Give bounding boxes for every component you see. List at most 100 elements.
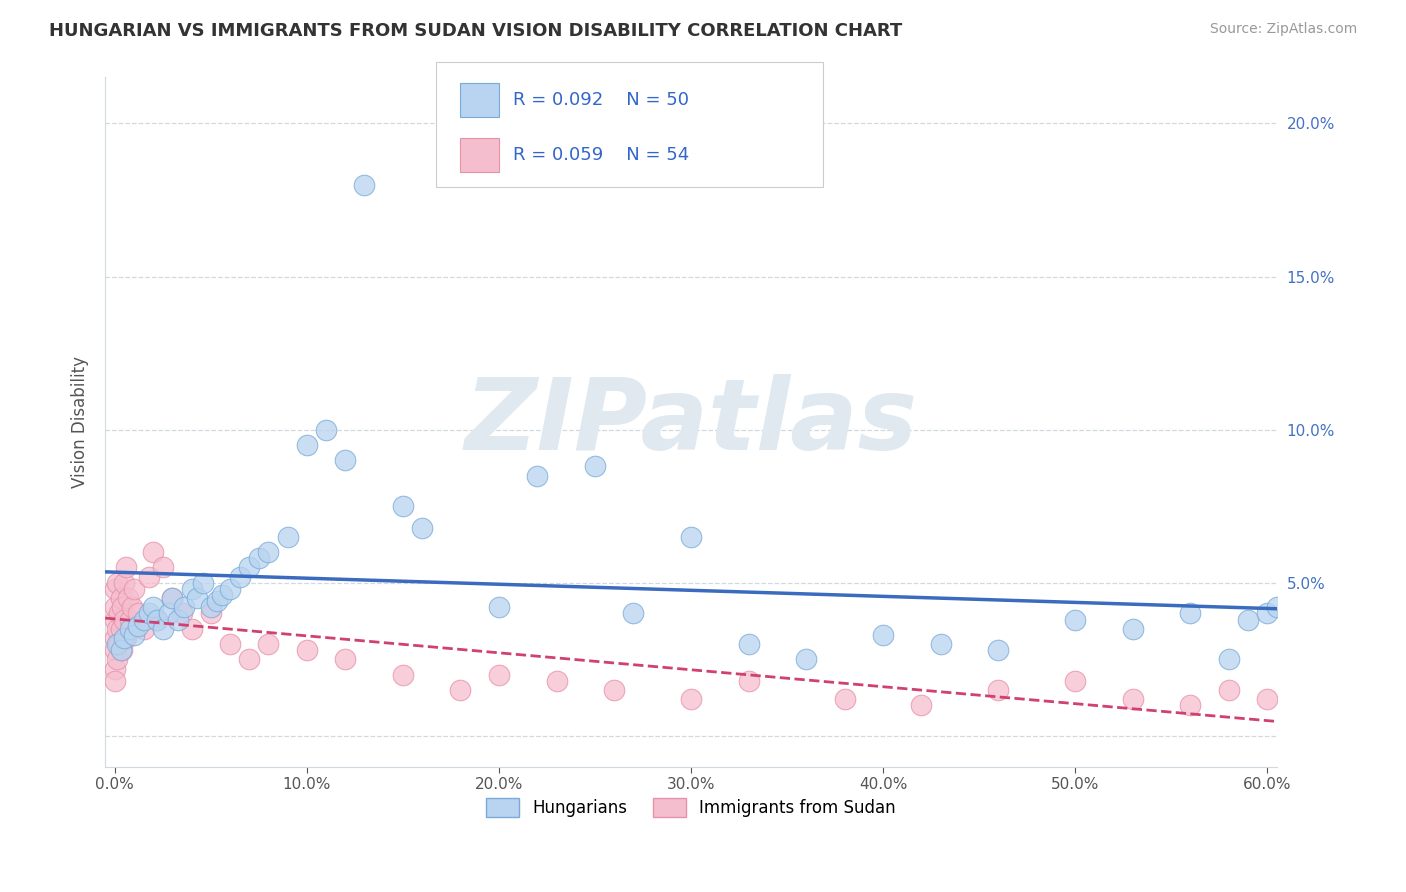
Point [110,622,132,636]
Point [488,600,510,615]
Point [910,698,932,713]
Point [104,673,127,688]
Point [1064,613,1087,627]
Point [872,628,894,642]
Point [200,607,222,621]
Point [121,600,143,615]
Point [111,643,134,657]
Point [583,459,606,474]
Point [132,613,155,627]
Point [104,600,127,615]
Point [526,468,548,483]
Point [295,643,318,657]
Point [392,500,415,514]
Point [122,628,145,642]
Point [127,607,149,621]
Point [335,453,357,467]
Point [1064,673,1087,688]
Point [1180,698,1202,713]
Point [200,600,222,615]
Text: ZIPatlas: ZIPatlas [464,374,918,470]
Point [162,591,184,606]
Point [180,622,202,636]
Point [105,637,128,651]
Text: Source: ZipAtlas.com: Source: ZipAtlas.com [1209,22,1357,37]
Point [257,545,280,559]
Point [211,588,233,602]
Point [110,643,132,657]
Point [146,613,169,627]
Point [112,613,135,627]
Point [1122,692,1144,706]
Point [170,607,193,621]
Point [110,591,132,606]
Point [679,692,702,706]
Point [157,607,180,621]
Point [834,692,856,706]
Point [152,560,174,574]
Point [219,637,242,651]
Point [104,582,127,596]
Point [142,600,165,615]
Point [1218,652,1240,666]
Text: R = 0.092    N = 50: R = 0.092 N = 50 [513,91,689,109]
Point [1256,692,1278,706]
Point [104,613,127,627]
Point [104,631,127,645]
Point [603,683,626,698]
Point [105,575,128,590]
Text: R = 0.059    N = 54: R = 0.059 N = 54 [513,146,689,164]
Point [621,607,644,621]
Point [167,613,190,627]
Point [411,521,433,535]
Point [257,637,280,651]
Point [104,662,127,676]
Point [1218,683,1240,698]
Point [987,643,1010,657]
Point [228,569,250,583]
Point [115,631,138,645]
Text: HUNGARIAN VS IMMIGRANTS FROM SUDAN VISION DISABILITY CORRELATION CHART: HUNGARIAN VS IMMIGRANTS FROM SUDAN VISIO… [49,22,903,40]
Point [1256,607,1278,621]
Point [929,637,952,651]
Point [105,622,128,636]
Point [120,622,142,636]
Point [120,613,142,627]
Y-axis label: Vision Disability: Vision Disability [72,356,89,488]
Point [107,637,129,651]
Point [107,607,129,621]
Point [295,438,318,452]
Point [205,594,228,608]
Point [450,683,472,698]
Point [162,591,184,606]
Point [115,560,138,574]
Point [111,600,134,615]
Point [247,551,270,566]
Point [238,652,260,666]
Point [238,560,260,574]
Point [1122,622,1144,636]
Point [315,423,337,437]
Point [173,600,195,615]
Point [1265,600,1288,615]
Point [277,530,299,544]
Point [219,582,242,596]
Point [1237,613,1260,627]
Legend: Hungarians, Immigrants from Sudan: Hungarians, Immigrants from Sudan [479,791,903,823]
Point [105,652,128,666]
Point [138,569,160,583]
Point [104,643,127,657]
Point [180,582,202,596]
Point [488,667,510,681]
Point [146,613,169,627]
Point [794,652,817,666]
Point [112,631,135,645]
Point [335,652,357,666]
Point [546,673,568,688]
Point [737,637,759,651]
Point [122,582,145,596]
Point [679,530,702,544]
Point [987,683,1010,698]
Point [138,607,160,621]
Point [117,591,139,606]
